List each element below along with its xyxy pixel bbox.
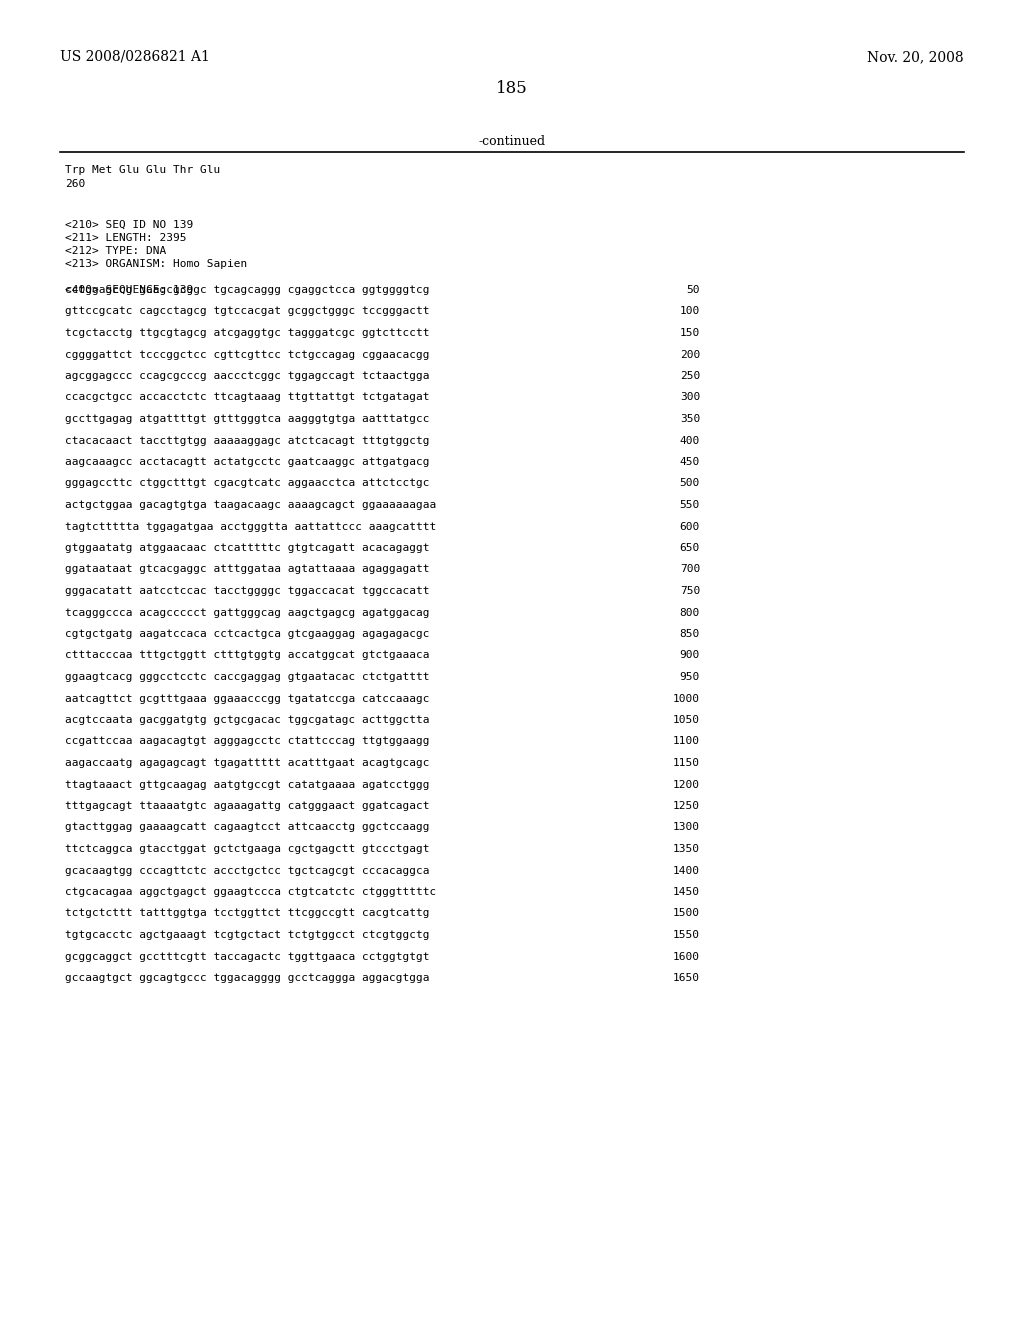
Text: 1550: 1550 bbox=[673, 931, 700, 940]
Text: 250: 250 bbox=[680, 371, 700, 381]
Text: 750: 750 bbox=[680, 586, 700, 597]
Text: 400: 400 bbox=[680, 436, 700, 446]
Text: gggagccttc ctggctttgt cgacgtcatc aggaacctca attctcctgc: gggagccttc ctggctttgt cgacgtcatc aggaacc… bbox=[65, 479, 429, 488]
Text: ggataataat gtcacgaggc atttggataa agtattaaaa agaggagatt: ggataataat gtcacgaggc atttggataa agtatta… bbox=[65, 565, 429, 574]
Text: aatcagttct gcgtttgaaa ggaaacccgg tgatatccga catccaaagc: aatcagttct gcgtttgaaa ggaaacccgg tgatatc… bbox=[65, 693, 429, 704]
Text: 1300: 1300 bbox=[673, 822, 700, 833]
Text: 185: 185 bbox=[496, 81, 528, 96]
Text: aagaccaatg agagagcagt tgagattttt acatttgaat acagtgcagc: aagaccaatg agagagcagt tgagattttt acatttg… bbox=[65, 758, 429, 768]
Text: 650: 650 bbox=[680, 543, 700, 553]
Text: agcggagccc ccagcgcccg aaccctcggc tggagccagt tctaactgga: agcggagccc ccagcgcccg aaccctcggc tggagcc… bbox=[65, 371, 429, 381]
Text: 1050: 1050 bbox=[673, 715, 700, 725]
Text: 500: 500 bbox=[680, 479, 700, 488]
Text: actgctggaa gacagtgtga taagacaagc aaaagcagct ggaaaaaagaa: actgctggaa gacagtgtga taagacaagc aaaagca… bbox=[65, 500, 436, 510]
Text: gggacatatt aatcctccac tacctggggc tggaccacat tggccacatt: gggacatatt aatcctccac tacctggggc tggacca… bbox=[65, 586, 429, 597]
Text: tttgagcagt ttaaaatgtc agaaagattg catgggaact ggatcagact: tttgagcagt ttaaaatgtc agaaagattg catggga… bbox=[65, 801, 429, 810]
Text: gcacaagtgg cccagttctc accctgctcc tgctcagcgt cccacaggca: gcacaagtgg cccagttctc accctgctcc tgctcag… bbox=[65, 866, 429, 875]
Text: 850: 850 bbox=[680, 630, 700, 639]
Text: <212> TYPE: DNA: <212> TYPE: DNA bbox=[65, 246, 166, 256]
Text: 260: 260 bbox=[65, 180, 85, 189]
Text: 1150: 1150 bbox=[673, 758, 700, 768]
Text: ctgcacagaa aggctgagct ggaagtccca ctgtcatctc ctgggtttttc: ctgcacagaa aggctgagct ggaagtccca ctgtcat… bbox=[65, 887, 436, 898]
Text: ttagtaaact gttgcaagag aatgtgccgt catatgaaaa agatcctggg: ttagtaaact gttgcaagag aatgtgccgt catatga… bbox=[65, 780, 429, 789]
Text: 450: 450 bbox=[680, 457, 700, 467]
Text: tcagggccca acagccccct gattgggcag aagctgagcg agatggacag: tcagggccca acagccccct gattgggcag aagctga… bbox=[65, 607, 429, 618]
Text: 1000: 1000 bbox=[673, 693, 700, 704]
Text: 1100: 1100 bbox=[673, 737, 700, 747]
Text: acgtccaata gacggatgtg gctgcgacac tggcgatagc acttggctta: acgtccaata gacggatgtg gctgcgacac tggcgat… bbox=[65, 715, 429, 725]
Text: <213> ORGANISM: Homo Sapien: <213> ORGANISM: Homo Sapien bbox=[65, 259, 247, 269]
Text: gcggcaggct gcctttcgtt taccagactc tggttgaaca cctggtgtgt: gcggcaggct gcctttcgtt taccagactc tggttga… bbox=[65, 952, 429, 961]
Text: tcgctacctg ttgcgtagcg atcgaggtgc tagggatcgc ggtcttcctt: tcgctacctg ttgcgtagcg atcgaggtgc tagggat… bbox=[65, 327, 429, 338]
Text: 550: 550 bbox=[680, 500, 700, 510]
Text: gtggaatatg atggaacaac ctcatttttc gtgtcagatt acacagaggt: gtggaatatg atggaacaac ctcatttttc gtgtcag… bbox=[65, 543, 429, 553]
Text: ccacgctgcc accacctctc ttcagtaaag ttgttattgt tctgatagat: ccacgctgcc accacctctc ttcagtaaag ttgttat… bbox=[65, 392, 429, 403]
Text: Nov. 20, 2008: Nov. 20, 2008 bbox=[867, 50, 964, 63]
Text: <210> SEQ ID NO 139: <210> SEQ ID NO 139 bbox=[65, 220, 194, 230]
Text: 200: 200 bbox=[680, 350, 700, 359]
Text: 1600: 1600 bbox=[673, 952, 700, 961]
Text: ttctcaggca gtacctggat gctctgaaga cgctgagctt gtccctgagt: ttctcaggca gtacctggat gctctgaaga cgctgag… bbox=[65, 843, 429, 854]
Text: <211> LENGTH: 2395: <211> LENGTH: 2395 bbox=[65, 234, 186, 243]
Text: 50: 50 bbox=[686, 285, 700, 294]
Text: ctacacaact taccttgtgg aaaaaggagc atctcacagt tttgtggctg: ctacacaact taccttgtgg aaaaaggagc atctcac… bbox=[65, 436, 429, 446]
Text: aagcaaagcc acctacagtt actatgcctc gaatcaaggc attgatgacg: aagcaaagcc acctacagtt actatgcctc gaatcaa… bbox=[65, 457, 429, 467]
Text: gccttgagag atgattttgt gtttgggtca aagggtgtga aatttatgcc: gccttgagag atgattttgt gtttgggtca aagggtg… bbox=[65, 414, 429, 424]
Text: 950: 950 bbox=[680, 672, 700, 682]
Text: 1200: 1200 bbox=[673, 780, 700, 789]
Text: Trp Met Glu Glu Thr Glu: Trp Met Glu Glu Thr Glu bbox=[65, 165, 220, 176]
Text: 900: 900 bbox=[680, 651, 700, 660]
Text: 800: 800 bbox=[680, 607, 700, 618]
Text: ggaagtcacg gggcctcctc caccgaggag gtgaatacac ctctgatttt: ggaagtcacg gggcctcctc caccgaggag gtgaata… bbox=[65, 672, 429, 682]
Text: tagtcttttta tggagatgaa acctgggtta aattattccc aaagcatttt: tagtcttttta tggagatgaa acctgggtta aattat… bbox=[65, 521, 436, 532]
Text: gttccgcatc cagcctagcg tgtccacgat gcggctgggc tccgggactt: gttccgcatc cagcctagcg tgtccacgat gcggctg… bbox=[65, 306, 429, 317]
Text: 350: 350 bbox=[680, 414, 700, 424]
Text: cggggattct tcccggctcc cgttcgttcc tctgccagag cggaacacgg: cggggattct tcccggctcc cgttcgttcc tctgcca… bbox=[65, 350, 429, 359]
Text: 150: 150 bbox=[680, 327, 700, 338]
Text: 1400: 1400 bbox=[673, 866, 700, 875]
Text: 600: 600 bbox=[680, 521, 700, 532]
Text: cgtgctgatg aagatccaca cctcactgca gtcgaaggag agagagacgc: cgtgctgatg aagatccaca cctcactgca gtcgaag… bbox=[65, 630, 429, 639]
Text: -continued: -continued bbox=[478, 135, 546, 148]
Text: tgtgcacctc agctgaaagt tcgtgctact tctgtggcct ctcgtggctg: tgtgcacctc agctgaaagt tcgtgctact tctgtgg… bbox=[65, 931, 429, 940]
Text: tctgctcttt tatttggtga tcctggttct ttcggccgtt cacgtcattg: tctgctcttt tatttggtga tcctggttct ttcggcc… bbox=[65, 908, 429, 919]
Text: gccaagtgct ggcagtgccc tggacagggg gcctcaggga aggacgtgga: gccaagtgct ggcagtgccc tggacagggg gcctcag… bbox=[65, 973, 429, 983]
Text: 1500: 1500 bbox=[673, 908, 700, 919]
Text: 300: 300 bbox=[680, 392, 700, 403]
Text: 1250: 1250 bbox=[673, 801, 700, 810]
Text: <400> SEQUENCE: 139: <400> SEQUENCE: 139 bbox=[65, 285, 194, 294]
Text: 700: 700 bbox=[680, 565, 700, 574]
Text: cctggagccg gaagcgcggc tgcagcaggg cgaggctcca ggtggggtcg: cctggagccg gaagcgcggc tgcagcaggg cgaggct… bbox=[65, 285, 429, 294]
Text: ccgattccaa aagacagtgt agggagcctc ctattcccag ttgtggaagg: ccgattccaa aagacagtgt agggagcctc ctattcc… bbox=[65, 737, 429, 747]
Text: gtacttggag gaaaagcatt cagaagtcct attcaacctg ggctccaagg: gtacttggag gaaaagcatt cagaagtcct attcaac… bbox=[65, 822, 429, 833]
Text: 1350: 1350 bbox=[673, 843, 700, 854]
Text: 100: 100 bbox=[680, 306, 700, 317]
Text: US 2008/0286821 A1: US 2008/0286821 A1 bbox=[60, 50, 210, 63]
Text: 1650: 1650 bbox=[673, 973, 700, 983]
Text: 1450: 1450 bbox=[673, 887, 700, 898]
Text: ctttacccaa tttgctggtt ctttgtggtg accatggcat gtctgaaaca: ctttacccaa tttgctggtt ctttgtggtg accatgg… bbox=[65, 651, 429, 660]
